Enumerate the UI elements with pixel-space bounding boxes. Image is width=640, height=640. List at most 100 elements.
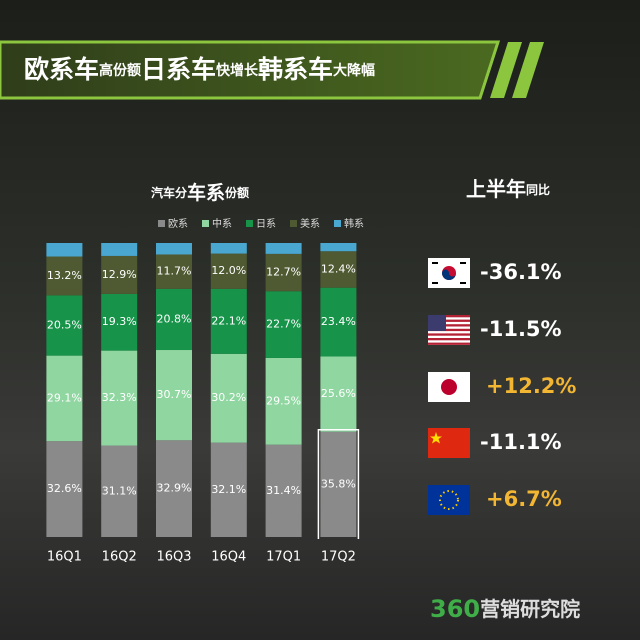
bar-segment bbox=[156, 440, 192, 537]
x-tick-label: 16Q1 bbox=[47, 550, 82, 565]
yoy-value: +6.7% bbox=[486, 487, 562, 511]
chart-title: 汽车分车系份额 bbox=[151, 181, 249, 204]
value-label: 20.8% bbox=[157, 312, 192, 325]
bar-segment bbox=[265, 243, 302, 254]
flag-eu bbox=[428, 485, 470, 515]
legend-label: 中系 bbox=[212, 217, 232, 230]
flag-japan bbox=[428, 372, 470, 402]
bar-segment bbox=[210, 442, 247, 537]
bar-segment bbox=[320, 431, 357, 537]
bar-segment bbox=[156, 243, 192, 255]
yoy-title-part: 同比 bbox=[526, 182, 550, 197]
bar-segment bbox=[101, 293, 138, 351]
legend-swatch bbox=[246, 220, 253, 227]
value-label: 11.7% bbox=[157, 265, 192, 278]
value-label: 22.7% bbox=[266, 318, 301, 331]
legend-label: 韩系 bbox=[344, 217, 364, 230]
title-part: 日系车 bbox=[141, 55, 216, 84]
legend-label: 美系 bbox=[300, 217, 320, 230]
brand-part: 营销研究院 bbox=[480, 597, 580, 621]
value-label: 12.0% bbox=[211, 264, 246, 277]
bar-segment bbox=[210, 243, 247, 254]
legend-swatch bbox=[334, 220, 341, 227]
value-label: 12.7% bbox=[266, 266, 301, 279]
value-label: 12.4% bbox=[321, 262, 356, 275]
x-tick-label: 16Q2 bbox=[102, 550, 137, 565]
bar-segment bbox=[101, 243, 138, 256]
x-tick-label: 17Q1 bbox=[266, 550, 301, 565]
bar-segment bbox=[46, 256, 83, 296]
footer-brand: 360营销研究院 bbox=[430, 595, 580, 623]
x-tick-label: 16Q3 bbox=[156, 550, 191, 565]
bar-segment bbox=[320, 251, 357, 288]
value-label: 20.5% bbox=[47, 318, 82, 331]
chart-title-part: 汽车分 bbox=[151, 185, 187, 200]
value-label: 32.3% bbox=[102, 391, 137, 404]
x-tick-label: 17Q2 bbox=[321, 550, 356, 565]
value-label: 29.5% bbox=[266, 394, 301, 407]
bar-segment bbox=[265, 253, 302, 292]
value-label: 23.4% bbox=[321, 315, 356, 328]
bar-segment bbox=[265, 444, 302, 537]
bar-segment bbox=[265, 291, 302, 358]
yoy-value: -36.1% bbox=[480, 260, 562, 284]
banner-slash bbox=[512, 42, 544, 98]
value-label: 32.1% bbox=[211, 483, 246, 496]
value-label: 32.6% bbox=[47, 482, 82, 495]
legend-swatch bbox=[202, 220, 209, 227]
banner-slash bbox=[490, 42, 522, 98]
bar-segment bbox=[210, 288, 247, 354]
legend-label: 日系 bbox=[256, 218, 276, 230]
bar-segment bbox=[320, 356, 357, 432]
title-part: 高份额 bbox=[99, 62, 141, 79]
value-label: 32.9% bbox=[157, 482, 192, 495]
value-label: 30.2% bbox=[211, 391, 246, 404]
yoy-value: -11.1% bbox=[480, 430, 562, 454]
bar-segment bbox=[46, 355, 83, 442]
title-part: 韩系车 bbox=[258, 55, 333, 84]
legend-swatch bbox=[158, 220, 165, 227]
bar-segment bbox=[265, 357, 302, 445]
yoy-value: -11.5% bbox=[480, 317, 562, 341]
value-label: 31.1% bbox=[102, 484, 137, 497]
bar-segment bbox=[156, 350, 192, 441]
highlight-bracket bbox=[317, 428, 360, 539]
value-label: 25.6% bbox=[321, 387, 356, 400]
title: 欧系车高份额日系车快增长韩系车大降幅 bbox=[24, 55, 375, 84]
x-tick-label: 16Q4 bbox=[211, 550, 246, 565]
bar-segment bbox=[46, 295, 83, 356]
brand-part: 360 bbox=[430, 595, 480, 623]
bar-segment bbox=[101, 445, 138, 537]
bar-segment bbox=[210, 353, 247, 443]
title-part: 大降幅 bbox=[333, 62, 375, 79]
flag-usa bbox=[428, 315, 470, 345]
title-banner bbox=[0, 40, 501, 100]
value-label: 29.1% bbox=[47, 391, 82, 404]
title-part: 欧系车 bbox=[24, 55, 99, 84]
bar-segment bbox=[320, 287, 357, 357]
bar-segment bbox=[210, 253, 247, 289]
value-label: 12.9% bbox=[102, 268, 137, 281]
bar-segment bbox=[46, 441, 83, 537]
value-label: 31.4% bbox=[266, 484, 301, 497]
yoy-title-part: 上半年 bbox=[466, 177, 526, 201]
value-label: 35.8% bbox=[321, 477, 356, 490]
bar-segment bbox=[46, 243, 83, 257]
title-part: 快增长 bbox=[216, 62, 259, 79]
chart-title-part: 份额 bbox=[225, 185, 249, 200]
flag-korea bbox=[428, 258, 470, 288]
yoy-title: 上半年同比 bbox=[466, 177, 550, 201]
bar-segment bbox=[101, 255, 138, 294]
value-label: 22.1% bbox=[211, 314, 246, 327]
chart-title-part: 车系 bbox=[187, 181, 225, 204]
bar-segment bbox=[101, 350, 138, 446]
legend-label: 欧系 bbox=[168, 218, 188, 230]
flag-china bbox=[428, 428, 470, 458]
value-label: 19.3% bbox=[102, 315, 137, 328]
value-label: 13.2% bbox=[47, 269, 82, 282]
yoy-value: +12.2% bbox=[486, 374, 576, 398]
bar-segment bbox=[320, 243, 357, 252]
legend-swatch bbox=[290, 220, 297, 227]
value-label: 30.7% bbox=[157, 388, 192, 401]
